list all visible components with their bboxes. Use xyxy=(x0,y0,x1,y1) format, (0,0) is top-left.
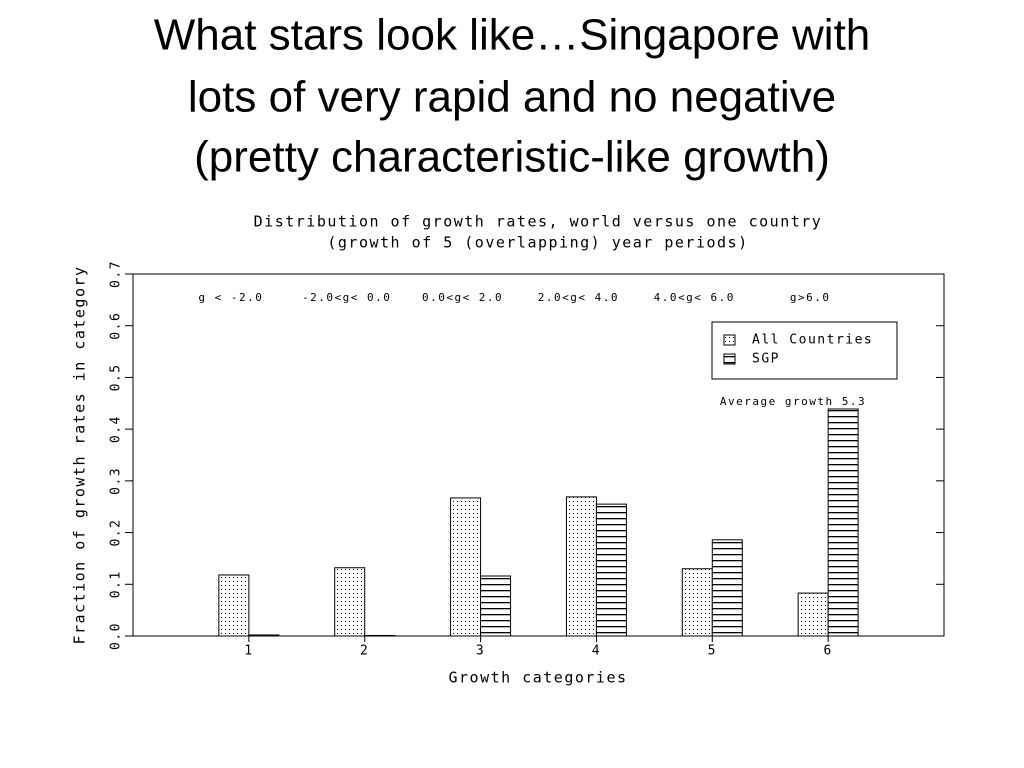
slide-title: lots of very rapid and no negative xyxy=(188,73,836,122)
bar xyxy=(681,568,713,637)
bar xyxy=(827,408,859,637)
x-axis-label: Growth categories xyxy=(448,669,627,687)
y-tick-label: 0.5 xyxy=(109,363,124,391)
category-note: g>6.0 xyxy=(790,291,831,304)
legend-swatch xyxy=(723,334,736,346)
y-tick-label: 0.1 xyxy=(109,570,124,598)
legend-label: SGP xyxy=(752,352,780,367)
category-note: g < -2.0 xyxy=(198,291,263,304)
slide-title: What stars look like…Singapore with xyxy=(154,11,871,60)
x-tick-label: 1 xyxy=(244,644,253,659)
bar xyxy=(248,634,280,637)
y-tick-label: 0.7 xyxy=(109,260,124,288)
bar xyxy=(334,567,366,637)
x-tick-label: 6 xyxy=(823,644,832,659)
slide-title: (pretty characteristic-like growth) xyxy=(194,133,830,182)
y-axis-label: Fraction of growth rates in category xyxy=(71,265,89,644)
chart-subtitle: (growth of 5 (overlapping) year periods) xyxy=(327,234,748,252)
x-tick-label: 3 xyxy=(476,644,485,659)
y-tick-label: 0.2 xyxy=(109,519,124,547)
bar xyxy=(595,503,627,637)
x-tick-label: 2 xyxy=(360,644,369,659)
y-tick-label: 0.3 xyxy=(109,467,124,495)
bar xyxy=(565,496,597,637)
x-tick-label: 4 xyxy=(592,644,601,659)
bar xyxy=(218,574,250,637)
chart-title: Distribution of growth rates, world vers… xyxy=(254,213,823,231)
bar xyxy=(480,575,512,637)
x-tick-label: 5 xyxy=(708,644,717,659)
bar xyxy=(711,539,743,637)
category-note: -2.0<g< 0.0 xyxy=(302,291,391,304)
legend-swatch xyxy=(723,353,736,365)
annotation: Average growth 5.3 xyxy=(720,395,866,408)
y-tick-label: 0.0 xyxy=(109,622,124,650)
bar xyxy=(364,634,396,637)
bar xyxy=(797,592,829,637)
legend-label: All Countries xyxy=(752,333,873,348)
category-note: 4.0<g< 6.0 xyxy=(654,291,735,304)
y-tick-label: 0.4 xyxy=(109,415,124,443)
category-note: 2.0<g< 4.0 xyxy=(538,291,619,304)
plot-frame xyxy=(132,273,945,637)
category-note: 0.0<g< 2.0 xyxy=(422,291,503,304)
y-tick-label: 0.6 xyxy=(109,312,124,340)
bar xyxy=(450,497,482,637)
legend-box xyxy=(711,321,898,380)
